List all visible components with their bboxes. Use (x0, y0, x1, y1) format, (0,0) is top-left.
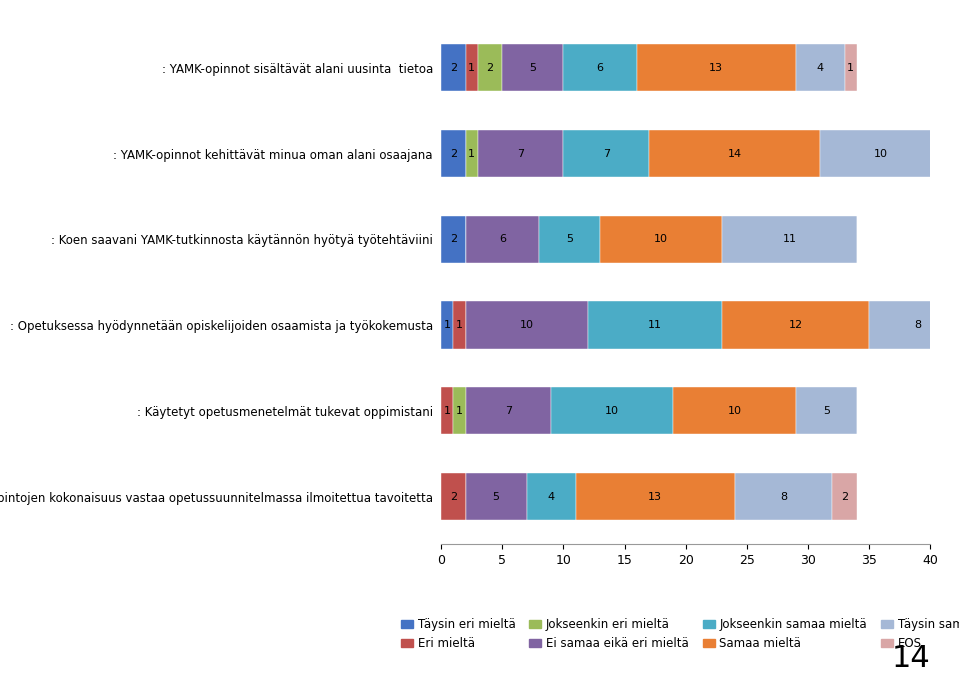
Bar (832, 473, 857, 520)
Bar (845, 44, 857, 91)
Text: 6: 6 (499, 235, 505, 244)
Bar (526, 473, 575, 520)
Bar (575, 473, 735, 520)
Text: 10: 10 (605, 406, 620, 416)
Bar (466, 44, 478, 91)
Bar (441, 388, 454, 435)
Bar (796, 388, 857, 435)
Bar (441, 216, 466, 263)
Bar (551, 388, 673, 435)
Text: 2: 2 (450, 148, 456, 158)
Text: 2: 2 (841, 492, 848, 502)
Bar (441, 473, 466, 520)
Bar (478, 44, 503, 91)
Bar (637, 44, 796, 91)
Text: 5: 5 (493, 492, 500, 502)
Bar (539, 216, 600, 263)
Legend: Täysin eri mieltä, Eri mieltä, Jokseenkin eri mieltä, Ei samaa eikä eri mieltä, : Täysin eri mieltä, Eri mieltä, Jokseenki… (401, 618, 959, 650)
Bar (722, 216, 857, 263)
Text: 10: 10 (654, 235, 668, 244)
Bar (478, 130, 564, 177)
Text: 2: 2 (450, 235, 456, 244)
Bar (564, 44, 637, 91)
Text: 1: 1 (456, 406, 463, 416)
Text: 10: 10 (520, 320, 534, 330)
Text: 8: 8 (780, 492, 787, 502)
Bar (722, 301, 869, 349)
Bar (869, 301, 959, 349)
Bar (454, 301, 466, 349)
Bar (441, 130, 466, 177)
Text: 1: 1 (444, 320, 451, 330)
Bar (564, 130, 649, 177)
Bar (649, 130, 820, 177)
Bar (673, 388, 796, 435)
Bar (466, 216, 539, 263)
Bar (820, 130, 943, 177)
Text: 11: 11 (783, 235, 797, 244)
Text: 2: 2 (450, 63, 456, 73)
Bar (600, 216, 722, 263)
Text: 7: 7 (504, 406, 512, 416)
Text: 1: 1 (468, 148, 476, 158)
Text: 2: 2 (486, 63, 494, 73)
Bar (796, 44, 845, 91)
Bar (735, 473, 832, 520)
Text: 12: 12 (788, 320, 803, 330)
Text: 5: 5 (566, 235, 573, 244)
Bar (466, 388, 551, 435)
Text: 6: 6 (596, 63, 603, 73)
Text: 10: 10 (728, 406, 741, 416)
Bar (454, 388, 466, 435)
Text: 1: 1 (468, 63, 476, 73)
Text: 4: 4 (817, 63, 824, 73)
Text: 4: 4 (548, 492, 554, 502)
Text: 11: 11 (648, 320, 662, 330)
Bar (441, 44, 466, 91)
Text: 13: 13 (648, 492, 662, 502)
Text: 14: 14 (728, 148, 741, 158)
Text: 1: 1 (847, 63, 854, 73)
Text: 13: 13 (710, 63, 723, 73)
Text: 5: 5 (529, 63, 536, 73)
Text: 1: 1 (444, 406, 451, 416)
Bar (466, 301, 588, 349)
Bar (503, 44, 564, 91)
Text: 14: 14 (892, 644, 930, 673)
Text: 2: 2 (450, 492, 456, 502)
Text: 1: 1 (456, 320, 463, 330)
Bar (466, 473, 526, 520)
Text: 10: 10 (875, 148, 888, 158)
Bar (588, 301, 722, 349)
Text: 7: 7 (602, 148, 610, 158)
Bar (441, 301, 454, 349)
Text: 5: 5 (823, 406, 830, 416)
Bar (466, 130, 478, 177)
Text: 8: 8 (915, 320, 922, 330)
Text: 7: 7 (517, 148, 525, 158)
